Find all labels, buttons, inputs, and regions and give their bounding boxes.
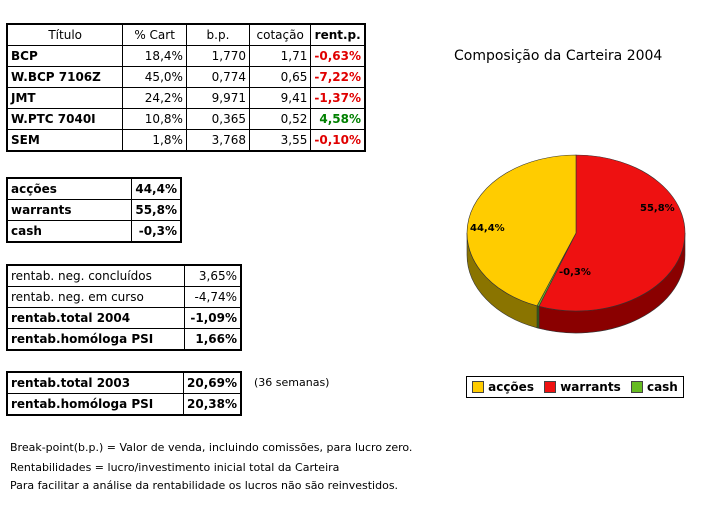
ticker-cell: SEM: [6, 129, 124, 152]
legend-swatch: [630, 381, 643, 393]
col-header: rent.p.: [310, 23, 366, 46]
chart-title: Composição da Carteira 2004: [454, 48, 663, 64]
allocation-value: -0,3%: [131, 220, 182, 243]
price-cell: 0,65: [248, 66, 312, 88]
allocation-table: acções 44,4% warrants 55,8% cash -0,3%: [6, 177, 182, 243]
portfolio-table: Título % Cart b.p. cotação rent.p. BCP 1…: [6, 23, 366, 152]
slice-accoes: [466, 154, 577, 307]
slice-warrants: [538, 154, 686, 312]
legend-item-accoes: acções: [472, 380, 534, 394]
return-cell: 4,58%: [310, 108, 366, 130]
table-row: rentab.homóloga PSI 1,66%: [6, 328, 242, 351]
return-label: rentab.total 2003: [6, 371, 185, 394]
ticker-cell: W.PTC 7040I: [6, 108, 124, 130]
legend-item-warrants: warrants: [544, 380, 621, 394]
return-label: rentab.homóloga PSI: [6, 328, 185, 351]
footnote: Rentabilidades = lucro/investimento inic…: [10, 461, 340, 474]
table-row: rentab.total 2004 -1,09%: [6, 307, 242, 329]
col-header: % Cart: [122, 23, 187, 46]
data-label: 55,8%: [640, 203, 675, 214]
returns-table: rentab. neg. concluídos 3,65% rentab. ne…: [6, 264, 242, 351]
footnote: Para facilitar a análise da rentabilidad…: [10, 479, 399, 492]
return-cell: -0,10%: [310, 129, 366, 152]
returns-2003-table: rentab.total 2003 20,69% rentab.homóloga…: [6, 371, 242, 416]
weight-cell: 10,8%: [122, 108, 187, 130]
data-label: -0,3%: [559, 267, 591, 278]
return-cell: -0,63%: [310, 45, 366, 67]
breakpoint-cell: 9,971: [185, 87, 250, 109]
return-cell: -7,22%: [310, 66, 366, 88]
table-row: W.BCP 7106Z 45,0% 0,774 0,65 -7,22%: [6, 66, 366, 88]
table-row: rentab.homóloga PSI 20,38%: [6, 393, 242, 416]
table-row: warrants 55,8%: [6, 199, 182, 221]
table-row: W.PTC 7040I 10,8% 0,365 0,52 4,58%: [6, 108, 366, 130]
return-value: -4,74%: [184, 286, 242, 308]
legend-swatch: [472, 381, 485, 393]
allocation-value: 44,4%: [131, 177, 182, 200]
price-cell: 3,55: [248, 129, 312, 152]
ticker-cell: W.BCP 7106Z: [6, 66, 124, 88]
allocation-label: cash: [6, 220, 133, 243]
return-value: 20,38%: [183, 393, 242, 416]
data-label: 44,4%: [470, 223, 505, 234]
weeks-note: (36 semanas): [254, 376, 330, 389]
breakpoint-cell: 0,774: [185, 66, 250, 88]
legend-label: cash: [646, 380, 678, 394]
table-row: rentab.total 2003 20,69%: [6, 371, 242, 394]
legend-item-cash: cash: [630, 380, 678, 394]
table-row: cash -0,3%: [6, 220, 182, 243]
legend-swatch: [544, 381, 557, 393]
portfolio-header-row: Título % Cart b.p. cotação rent.p.: [6, 23, 366, 46]
price-cell: 0,52: [248, 108, 312, 130]
legend-label: acções: [488, 380, 534, 394]
footnote: Break-point(b.p.) = Valor de venda, incl…: [10, 441, 413, 454]
table-row: BCP 18,4% 1,770 1,71 -0,63%: [6, 45, 366, 67]
legend-label: warrants: [560, 380, 621, 394]
breakpoint-cell: 3,768: [185, 129, 250, 152]
return-label: rentab.total 2004: [6, 307, 185, 329]
return-value: -1,09%: [184, 307, 242, 329]
chart-legend: acções warrants cash: [466, 376, 684, 398]
allocation-value: 55,8%: [131, 199, 182, 221]
return-value: 1,66%: [184, 328, 242, 351]
return-value: 20,69%: [183, 371, 242, 394]
table-row: JMT 24,2% 9,971 9,41 -1,37%: [6, 87, 366, 109]
table-row: SEM 1,8% 3,768 3,55 -0,10%: [6, 129, 366, 152]
